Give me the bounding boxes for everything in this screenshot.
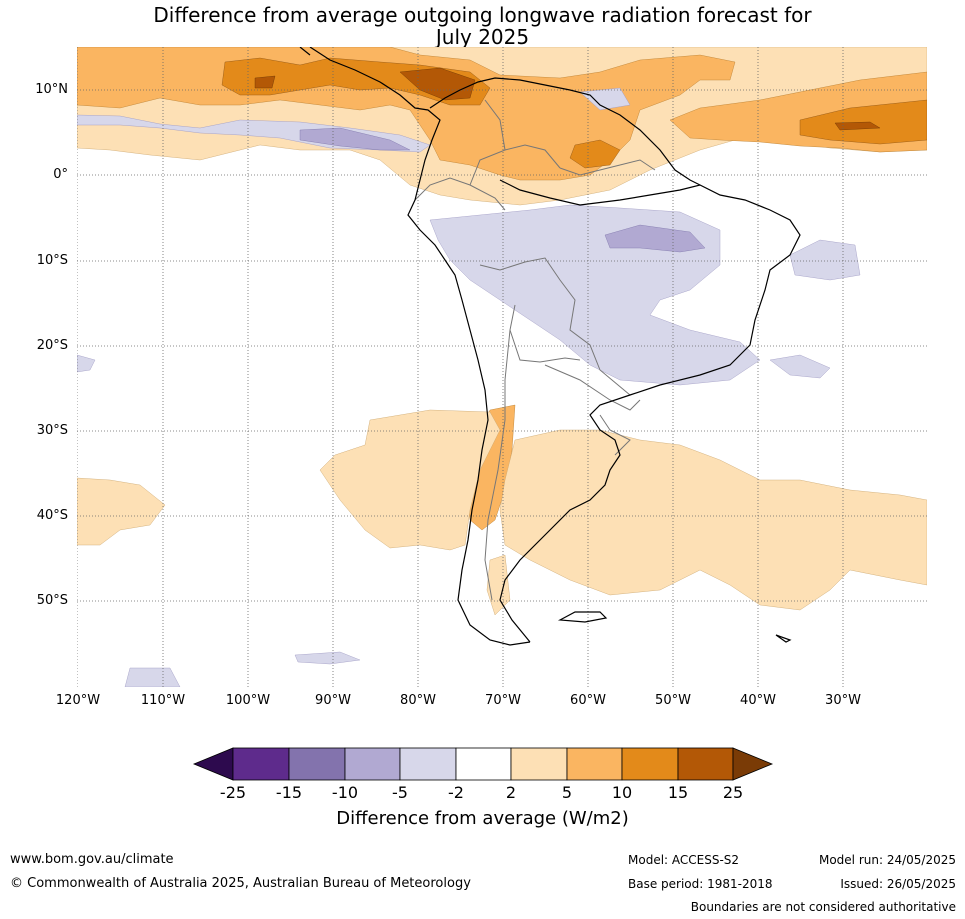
lat-label-50s: 50°S — [36, 593, 68, 608]
colorbar-extend-low — [192, 747, 234, 781]
lat-label-40s: 40°S — [36, 508, 68, 523]
footer-issued: Issued: 26/05/2025 — [840, 877, 956, 891]
colorbar-bin — [455, 747, 512, 781]
colorbar-label: Difference from average (W/m2) — [336, 808, 629, 829]
anomaly-positive-light-southpacific — [319, 409, 501, 551]
anomaly-positive-dark-amazon — [569, 139, 621, 169]
colorbar-bin — [232, 747, 290, 781]
anomaly-negative-light-south — [294, 651, 361, 665]
anomaly-positive-light-southatlantic — [499, 429, 927, 611]
map-area — [77, 47, 927, 687]
lat-label-20s: 20°S — [36, 338, 68, 353]
lon-label-50w: 50°W — [655, 693, 691, 708]
colorbar-tick: 25 — [722, 783, 744, 802]
lat-label-30s: 30°S — [36, 423, 68, 438]
anomaly-negative-medium-brazil — [604, 224, 706, 253]
lon-label-30w: 30°W — [825, 693, 861, 708]
colorbar-tick: -25 — [219, 783, 247, 802]
lon-label-70w: 70°W — [485, 693, 521, 708]
anomaly-negative-light-southwest — [124, 667, 181, 687]
map-title: Difference from average outgoing longwav… — [0, 4, 965, 48]
colorbar-tick: -2 — [448, 783, 464, 802]
anomaly-negative-light-caribbean — [579, 87, 631, 111]
anomaly-positive-light-westpacific — [77, 477, 166, 546]
footer-website: www.bom.gov.au/climate — [10, 852, 174, 867]
footer-base-period: Base period: 1981-2018 — [628, 877, 773, 891]
colorbar-bin — [399, 747, 457, 781]
anomaly-negative-light-southeast — [769, 354, 831, 379]
anomaly-negative-light-west — [77, 354, 96, 373]
footer-disclaimer: Boundaries are not considered authoritat… — [690, 900, 956, 914]
lon-label-120w: 120°W — [55, 693, 101, 708]
anomaly-positive-darkest-east — [834, 121, 881, 131]
coastline — [299, 47, 801, 646]
colorbar-bin — [566, 747, 623, 781]
map-title-line1: Difference from average outgoing longwav… — [153, 3, 812, 27]
colorbar-tick: 5 — [561, 783, 573, 802]
lat-label-10s: 10°S — [36, 253, 68, 268]
colorbar-bin — [621, 747, 679, 781]
colorbar-tick: 10 — [611, 783, 633, 802]
colorbar-extend-high — [732, 747, 774, 781]
colorbar — [192, 747, 774, 781]
gridlines — [77, 47, 927, 687]
lon-label-90w: 90°W — [315, 693, 351, 708]
footer-model-run: Model run: 24/05/2025 — [818, 853, 956, 867]
footer-model: Model: ACCESS-S2 — [628, 853, 740, 867]
colorbar-bin — [288, 747, 346, 781]
colorbar-tick: 2 — [505, 783, 517, 802]
colorbar-bin — [510, 747, 568, 781]
anomaly-negative-medium-equatorial — [299, 127, 411, 151]
anomaly-positive-darkest-pacific — [254, 75, 276, 89]
anomaly-negative-light-east — [789, 239, 861, 281]
lon-label-100w: 100°W — [225, 693, 271, 708]
colorbar-tick: 15 — [667, 783, 689, 802]
colorbar-tick: -10 — [331, 783, 359, 802]
anomaly-positive-light-argentina — [486, 554, 511, 616]
colorbar-tick: -15 — [275, 783, 303, 802]
lat-label-0: 0° — [53, 167, 68, 182]
lon-label-110w: 110°W — [140, 693, 186, 708]
lon-label-80w: 80°W — [400, 693, 436, 708]
lon-label-60w: 60°W — [570, 693, 606, 708]
lat-label-10n: 10°N — [35, 82, 68, 97]
colorbar-tick: -5 — [392, 783, 408, 802]
country-boundaries — [414, 99, 656, 601]
map-title-line2: July 2025 — [435, 25, 530, 49]
footer-copyright: © Commonwealth of Australia 2025, Austra… — [10, 876, 471, 891]
lon-label-40w: 40°W — [740, 693, 776, 708]
colorbar-bin — [344, 747, 401, 781]
colorbar-bin — [677, 747, 734, 781]
